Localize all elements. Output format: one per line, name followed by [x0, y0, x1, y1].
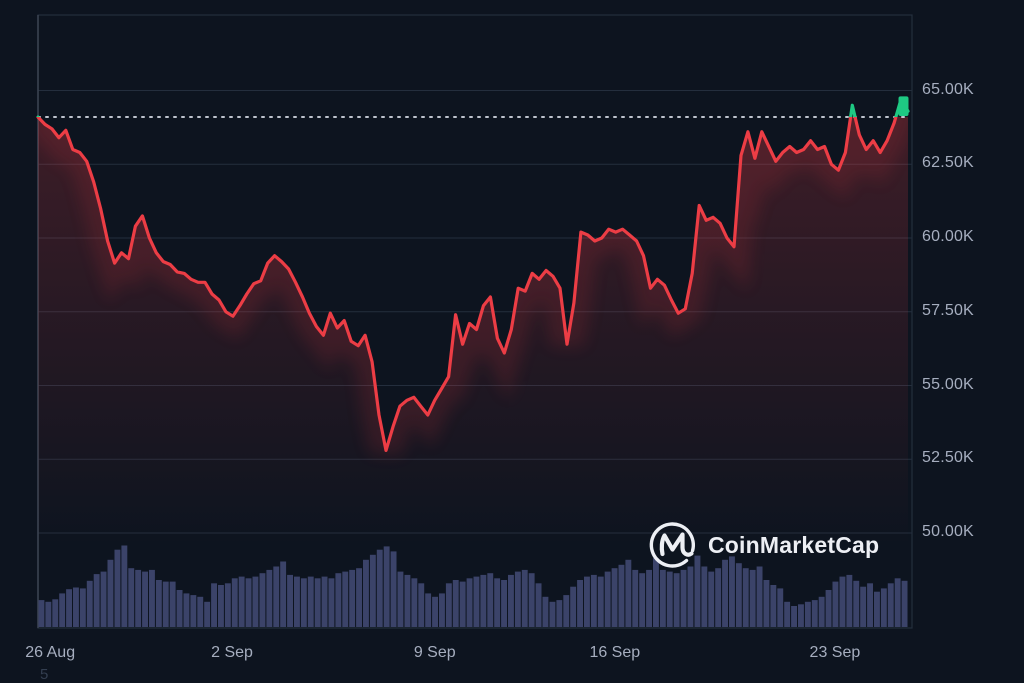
y-axis-label: 52.50K [922, 449, 974, 467]
watermark-text: CoinMarketCap [708, 531, 880, 558]
x-axis-label: 23 Sep [809, 644, 861, 661]
y-axis-label: 65.00K [922, 80, 974, 98]
y-axis-label: 62.50K [922, 154, 974, 172]
y-axis-label: 57.50K [922, 301, 974, 319]
coinmarketcap-logo-icon [649, 522, 695, 568]
y-axis-label: 50.00K [922, 523, 974, 540]
watermark: CoinMarketCap [648, 520, 879, 570]
x-axis-label: 9 Sep [413, 644, 456, 661]
y-axis-label: 60.00K [922, 228, 974, 245]
x-axis-label: 26 Aug [25, 644, 76, 661]
x-axis-partial-label: 5 [40, 666, 49, 683]
x-axis-label: 2 Sep [211, 644, 253, 661]
y-axis-label: 55.00K [922, 375, 974, 393]
x-axis-label: 16 Sep [589, 644, 641, 661]
